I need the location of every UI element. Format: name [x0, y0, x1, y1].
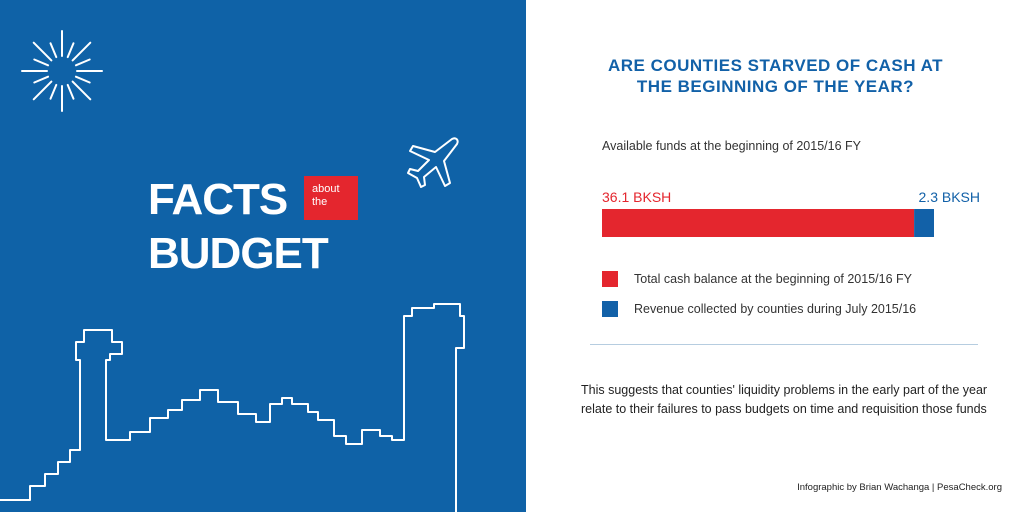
bar-segment-revenue [914, 209, 934, 237]
sunburst-ray [33, 75, 50, 84]
airplane-icon [407, 137, 459, 188]
about-the-badge: about the [304, 176, 358, 220]
sunburst-ray [74, 58, 91, 67]
question-line-1: ARE COUNTIES STARVED OF CASH AT [607, 56, 944, 75]
stacked-bar-chart: 36.1 BKSH 2.3 BKSH [602, 189, 980, 237]
infographic-credit: Infographic by Brian Wachanga | PesaChec… [797, 482, 1002, 493]
city-skyline-icon [0, 303, 465, 512]
question-heading: ARE COUNTIES STARVED OF CASH AT THE BEGI… [526, 55, 1025, 97]
legend-item-revenue: Revenue collected by counties during Jul… [602, 294, 916, 324]
sunburst-ray [49, 83, 58, 100]
sunburst-ray [49, 42, 58, 59]
divider [590, 344, 978, 345]
sunburst-ray [66, 83, 75, 100]
data-label-cash-balance: 36.1 BKSH [602, 189, 671, 205]
sunburst-ray [32, 80, 53, 101]
legend-label-cash-balance: Total cash balance at the beginning of 2… [634, 272, 912, 286]
the-text: the [312, 196, 328, 208]
sunburst-ray [33, 58, 50, 67]
legend-item-cash-balance: Total cash balance at the beginning of 2… [602, 264, 916, 294]
sunburst-ray [66, 42, 75, 59]
legend-swatch-blue [602, 301, 618, 317]
legend-swatch-red [602, 271, 618, 287]
question-line-2: THE BEGINNING OF THE YEAR? [636, 77, 915, 96]
about-text: about [312, 183, 340, 195]
bar-segment-cash-balance [602, 209, 915, 237]
sunburst-ray [71, 80, 92, 101]
facts-title: FACTS [148, 175, 288, 224]
facts-panel: FACTS about the BUDGET [0, 0, 526, 512]
conclusion-note: This suggests that counties' liquidity p… [581, 383, 988, 416]
budget-title: BUDGET [148, 229, 329, 278]
sunburst-icon [21, 30, 103, 112]
sunburst-ray [74, 75, 91, 84]
data-label-revenue: 2.3 BKSH [919, 189, 980, 205]
chart-title: Available funds at the beginning of 2015… [602, 139, 861, 153]
chart-panel: ARE COUNTIES STARVED OF CASH AT THE BEGI… [526, 0, 1025, 512]
sunburst-ray [32, 41, 53, 62]
chart-legend: Total cash balance at the beginning of 2… [602, 264, 916, 324]
legend-label-revenue: Revenue collected by counties during Jul… [634, 302, 917, 316]
sunburst-ray [71, 41, 92, 62]
